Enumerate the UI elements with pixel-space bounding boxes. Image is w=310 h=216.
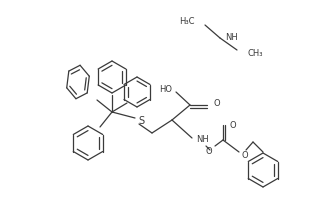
Text: NH: NH [225, 32, 238, 41]
Text: O: O [230, 121, 237, 130]
Text: CH₃: CH₃ [247, 49, 263, 57]
Text: S: S [138, 116, 144, 126]
Text: H₃C: H₃C [179, 17, 195, 27]
Text: O: O [206, 148, 212, 157]
Text: NH: NH [196, 135, 209, 145]
Text: O: O [241, 151, 248, 159]
Text: HO: HO [159, 84, 172, 94]
Text: O: O [214, 100, 221, 108]
